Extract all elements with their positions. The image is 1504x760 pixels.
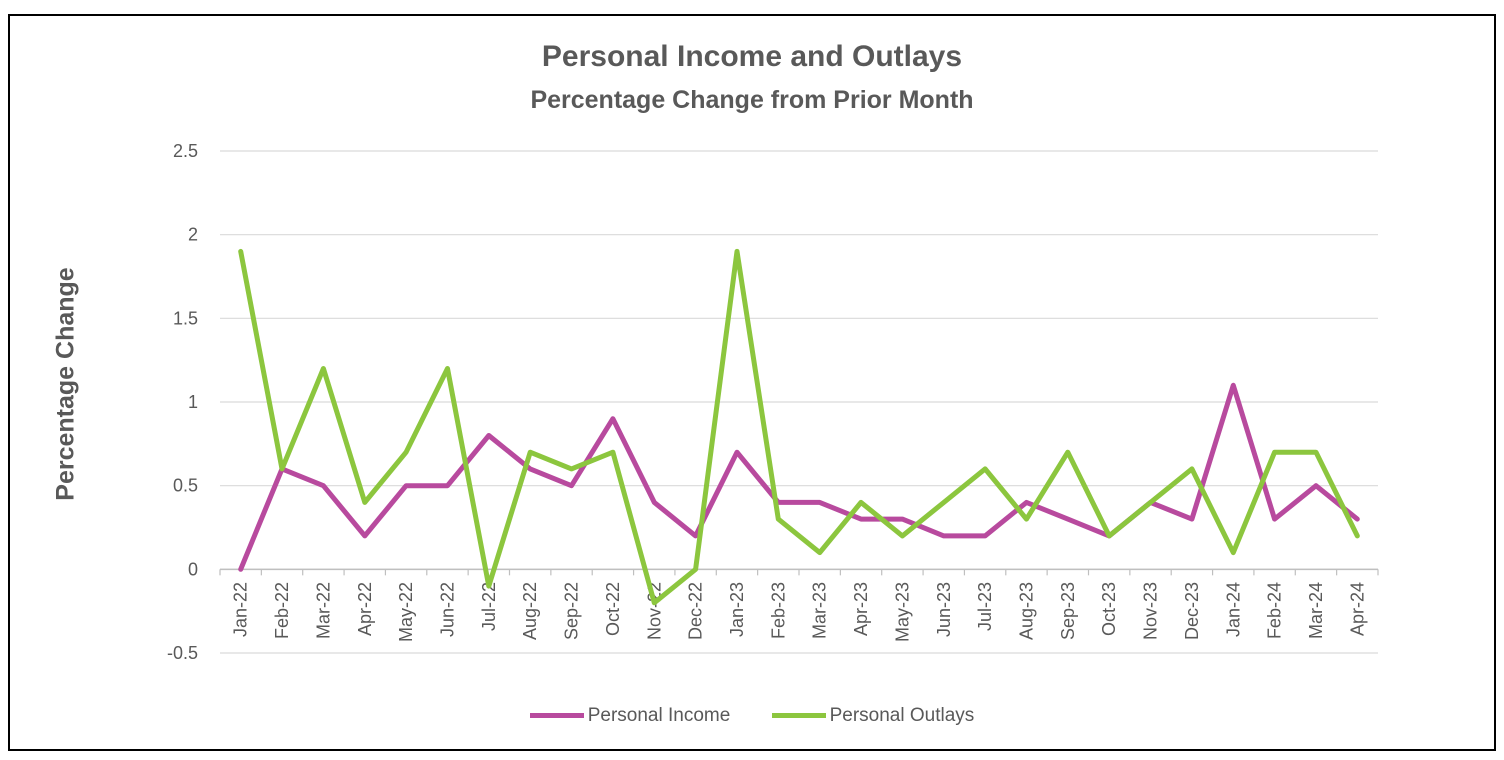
x-tick-label: Nov-22 [644, 582, 664, 640]
legend-swatch [529, 713, 584, 718]
legend-item-personal-income: Personal Income [529, 704, 731, 727]
series-lines [238, 248, 1360, 606]
y-tick-label: -0.5 [167, 643, 198, 663]
legend-label: Personal Income [587, 704, 731, 726]
legend-swatch [771, 713, 826, 718]
x-tick-label: Jan-24 [1223, 582, 1243, 637]
x-tick-label: Oct-23 [1099, 582, 1119, 636]
x-tick-label: Oct-22 [603, 582, 623, 636]
x-tick-label: Feb-22 [272, 582, 292, 639]
y-tick-label: 0 [188, 559, 198, 579]
series-line-personal-income [238, 382, 1360, 572]
chart-frame [8, 14, 1496, 751]
x-tick-label: Feb-23 [768, 582, 788, 639]
x-tick-label: Mar-24 [1306, 582, 1326, 639]
legend: Personal Income Personal Outlays [0, 702, 1504, 727]
x-tick-label: Jan-22 [231, 582, 251, 637]
x-tick-label: Jun-22 [437, 582, 457, 637]
x-tick-label: Apr-22 [355, 582, 375, 636]
x-tick-label: Jun-23 [934, 582, 954, 637]
x-tick-label: May-23 [892, 582, 912, 642]
x-tick-label: Mar-22 [313, 582, 333, 639]
y-tick-label: 1 [188, 392, 198, 412]
chart-subtitle: Percentage Change from Prior Month [530, 86, 974, 114]
x-tick-label: Jan-23 [727, 582, 747, 637]
x-tick-label: Aug-22 [520, 582, 540, 640]
x-tick-label: Feb-24 [1265, 582, 1285, 639]
x-tick-label: Sep-22 [562, 582, 582, 640]
x-tick-label: Apr-23 [851, 582, 871, 636]
x-tick-label: Aug-23 [1016, 582, 1036, 640]
y-axis-ticks: -0.5 0 0.5 1 1.5 2 2.5 [167, 141, 198, 663]
x-tick-label: Jul-22 [479, 582, 499, 631]
x-axis-ticks: Jan-22 Feb-22 Mar-22 Apr-22 May-22 Jun-22 Jul-… [231, 582, 1368, 642]
y-tick-label: 2 [188, 225, 198, 245]
chart-title: Personal Income and Outlays [541, 40, 963, 73]
x-tick-label: Dec-22 [686, 582, 706, 640]
legend-label: Personal Outlays [829, 704, 975, 726]
x-axis [219, 568, 1379, 576]
x-tick-label: Apr-24 [1347, 582, 1367, 636]
legend-item-personal-outlays: Personal Outlays [771, 704, 975, 727]
x-tick-label: Mar-23 [810, 582, 830, 639]
series-line-personal-outlays [238, 248, 1360, 606]
x-tick-label: Sep-23 [1058, 582, 1078, 640]
y-tick-label: 0.5 [173, 476, 198, 496]
x-tick-label: Dec-23 [1182, 582, 1202, 640]
y-tick-label: 2.5 [173, 141, 198, 161]
y-tick-label: 1.5 [173, 308, 198, 328]
x-tick-label: Jul-23 [975, 582, 995, 631]
gridlines [220, 150, 1378, 654]
x-tick-label: Nov-23 [1141, 582, 1161, 640]
x-tick-label: May-22 [396, 582, 416, 642]
